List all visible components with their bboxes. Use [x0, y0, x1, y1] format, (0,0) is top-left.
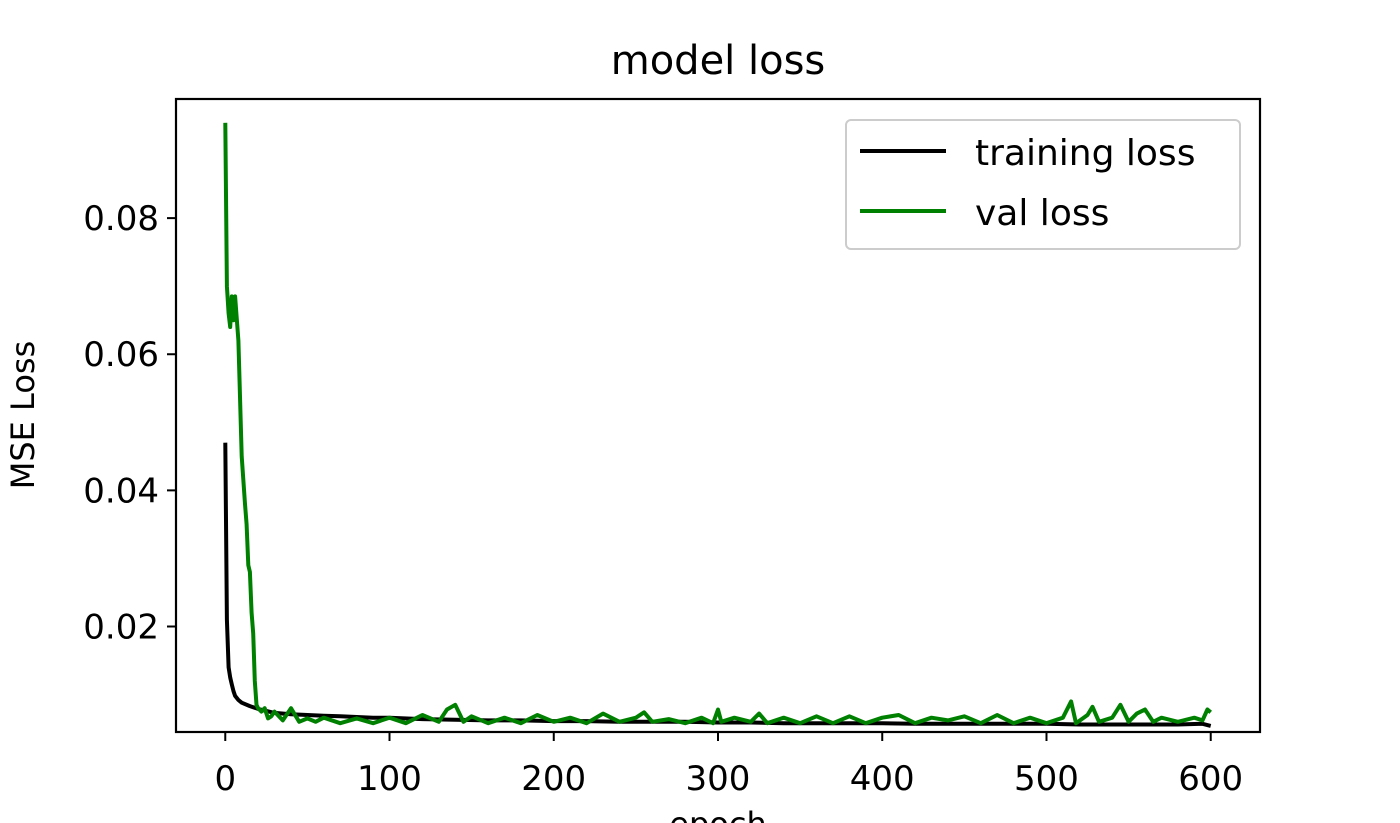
series-line-val-loss	[223, 122, 1212, 726]
y-tick-label: 0.02	[83, 608, 159, 648]
x-tick-label: 200	[521, 759, 586, 799]
y-axis-label: MSE Loss	[4, 341, 42, 490]
series-line-training-loss	[223, 442, 1212, 728]
y-axis: 0.02 0.04 0.06 0.08	[83, 199, 176, 648]
chart-title: model loss	[611, 38, 826, 84]
x-tick-label: 300	[686, 759, 751, 799]
legend: training loss val loss	[845, 119, 1241, 250]
y-tick-label: 0.04	[83, 471, 159, 511]
x-tick-label: 100	[357, 759, 422, 799]
x-tick-label: 400	[850, 759, 915, 799]
y-tick-label: 0.06	[83, 335, 159, 375]
x-axis-label: epoch	[669, 805, 766, 823]
x-tick-label: 500	[1014, 759, 1079, 799]
x-axis: 0 100 200 300 400 500 600	[214, 732, 1243, 799]
x-tick-label: 600	[1178, 759, 1243, 799]
y-tick-label: 0.08	[83, 199, 159, 239]
legend-label-training-loss: training loss	[975, 133, 1195, 174]
legend-label-val-loss: val loss	[975, 193, 1109, 234]
x-tick-label: 0	[214, 759, 236, 799]
